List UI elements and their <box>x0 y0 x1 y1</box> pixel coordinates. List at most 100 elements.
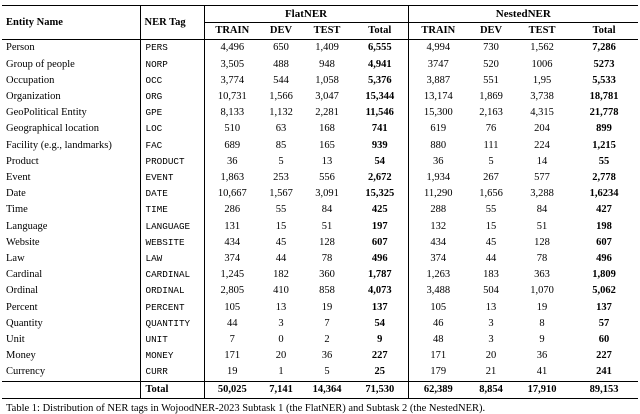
flat-train-cell: 10,667 <box>217 188 247 200</box>
flat-dev-cell: 488 <box>273 58 289 70</box>
flat-test-cell: 2 <box>324 334 330 346</box>
flat-total-cell: 2,672 <box>352 170 409 187</box>
flat-test-cell: 7 <box>324 317 330 329</box>
nested-train-cell: 619 <box>430 123 447 135</box>
flat-train-cell: 105 <box>224 301 241 313</box>
col-header-nested-dev: DEV <box>479 25 503 37</box>
entity-name-cell: Facility (e.g., landmarks) <box>2 137 141 154</box>
nested-test-cell: 84 <box>536 204 548 216</box>
flat-dev-cell: 85 <box>275 139 287 151</box>
entity-name-cell: Language <box>2 218 141 235</box>
flat-dev-cell: 544 <box>273 74 289 86</box>
nested-test-cell: 51 <box>536 220 548 232</box>
flat-dev-cell: 1,567 <box>269 188 293 200</box>
entity-name-cell: GeoPolitical Entity <box>2 105 141 122</box>
ner-tag-cell: LOC <box>140 121 205 138</box>
nested-total-cell: 1,809 <box>592 269 616 281</box>
flat-test-cell: 3,047 <box>315 91 339 103</box>
nested-total-cell: 227 <box>596 350 612 362</box>
nested-test-cell: 1,070 <box>530 285 554 297</box>
nested-total-cell: 5,533 <box>592 74 616 86</box>
flat-total-cell: 6,555 <box>352 39 409 57</box>
flat-total-cell: 496 <box>352 251 409 268</box>
table-row: Event EVENT 1,863 253 556 2,672 1,934 267 577 2,7… <box>2 170 638 187</box>
entity-name-cell: Time <box>2 202 141 219</box>
table-row: Time TIME 286 55 84 425 288 55 84 427 <box>2 202 638 219</box>
table-row: Geographical location LOC 510 63 168 741 619 76… <box>2 121 638 138</box>
flat-total-cell: 54 <box>352 153 409 171</box>
flat-total-cell: 11,546 <box>352 105 409 122</box>
nested-train-cell: 15,300 <box>423 107 453 119</box>
flat-total-cell: 25 <box>352 364 409 382</box>
nested-dev-cell: 1,869 <box>479 91 503 103</box>
col-header-flat-total: Total <box>352 22 409 40</box>
nested-test-cell: 36 <box>536 350 548 362</box>
nested-dev-cell: 45 <box>485 236 497 248</box>
flat-train-cell: 4,496 <box>220 42 245 54</box>
nested-test-cell: 78 <box>536 253 548 265</box>
ner-tag-cell: UNIT <box>140 332 205 349</box>
nested-train-cell: 13,174 <box>423 91 453 103</box>
col-header-nested-total: Total <box>592 25 616 37</box>
table-row: Website WEBSITE 434 45 128 607 434 45 128 607 <box>2 234 638 252</box>
entity-name-cell: Law <box>2 251 141 268</box>
flat-dev-cell: 63 <box>275 123 287 135</box>
nested-dev-cell: 504 <box>483 285 499 297</box>
flat-total-cell: 939 <box>352 137 409 154</box>
nested-total-cell: 57 <box>598 317 610 329</box>
ner-tag-cell: WEBSITE <box>140 234 205 252</box>
nested-dev-cell: 3 <box>488 334 494 346</box>
flat-test-cell: 2,281 <box>315 107 339 119</box>
nested-train-cell: 3,887 <box>426 74 451 86</box>
ner-tag-cell: PRODUCT <box>140 153 205 171</box>
table-row: Language LANGUAGE 131 15 51 197 132 15 51 198 <box>2 218 638 235</box>
flat-test-cell: 19 <box>321 301 333 313</box>
flat-total-cell: 15,344 <box>352 89 409 106</box>
entity-name-cell: Group of people <box>2 56 141 73</box>
total-nested-dev: 8,854 <box>479 383 503 395</box>
nested-dev-cell: 2,163 <box>479 107 503 119</box>
flat-test-cell: 36 <box>321 350 333 362</box>
flat-train-cell: 8,133 <box>220 107 245 119</box>
flat-dev-cell: 253 <box>273 172 289 184</box>
table-row: Product PRODUCT 36 5 13 54 36 5 14 55 <box>2 153 638 171</box>
flat-dev-cell: 44 <box>275 253 287 265</box>
flat-test-cell: 128 <box>319 236 335 248</box>
nested-test-cell: 8 <box>539 317 545 329</box>
nested-total-cell: 5273 <box>593 58 615 70</box>
nested-test-cell: 3,738 <box>530 91 554 103</box>
nested-train-cell: 11,290 <box>424 188 453 200</box>
nested-total-cell: 5,062 <box>592 285 616 297</box>
flat-dev-cell: 3 <box>278 317 284 329</box>
flat-dev-cell: 15 <box>275 220 287 232</box>
entity-name-cell: Date <box>2 186 141 203</box>
table-footer: Total 50,025 7,141 14,364 71,530 62,389 … <box>2 381 639 399</box>
flat-train-cell: 44 <box>227 317 238 329</box>
flat-test-cell: 3,091 <box>315 188 339 200</box>
flat-total-cell: 425 <box>352 202 409 219</box>
entity-name-cell: Geographical location <box>2 121 141 138</box>
ner-tag-cell: TIME <box>140 202 205 219</box>
flat-total-cell: 741 <box>352 121 409 138</box>
table-row: Ordinal ORDINAL 2,805 410 858 4,073 3,488 504 1,… <box>2 283 638 300</box>
ner-tag-cell: QUANTITY <box>140 315 205 333</box>
flat-train-cell: 1,863 <box>220 172 245 184</box>
nested-test-cell: 204 <box>534 123 550 135</box>
nested-test-cell: 577 <box>534 172 550 184</box>
total-nested-train: 62,389 <box>423 383 453 395</box>
nested-train-cell: 46 <box>433 317 444 329</box>
flat-train-cell: 3,774 <box>220 74 245 86</box>
nested-dev-cell: 44 <box>485 253 497 265</box>
nested-test-cell: 19 <box>536 301 548 313</box>
ner-tag-cell: OCC <box>140 72 205 90</box>
nested-dev-cell: 20 <box>485 350 497 362</box>
flat-dev-cell: 5 <box>278 155 284 167</box>
nested-total-cell: 607 <box>596 236 612 248</box>
col-header-nested-test: TEST <box>528 25 556 37</box>
nested-dev-cell: 3 <box>488 317 494 329</box>
total-row: Total 50,025 7,141 14,364 71,530 62,389 … <box>2 381 638 399</box>
total-flat-total: 71,530 <box>352 381 409 399</box>
ner-tag-cell: CARDINAL <box>140 267 205 284</box>
nested-dev-cell: 5 <box>488 155 494 167</box>
